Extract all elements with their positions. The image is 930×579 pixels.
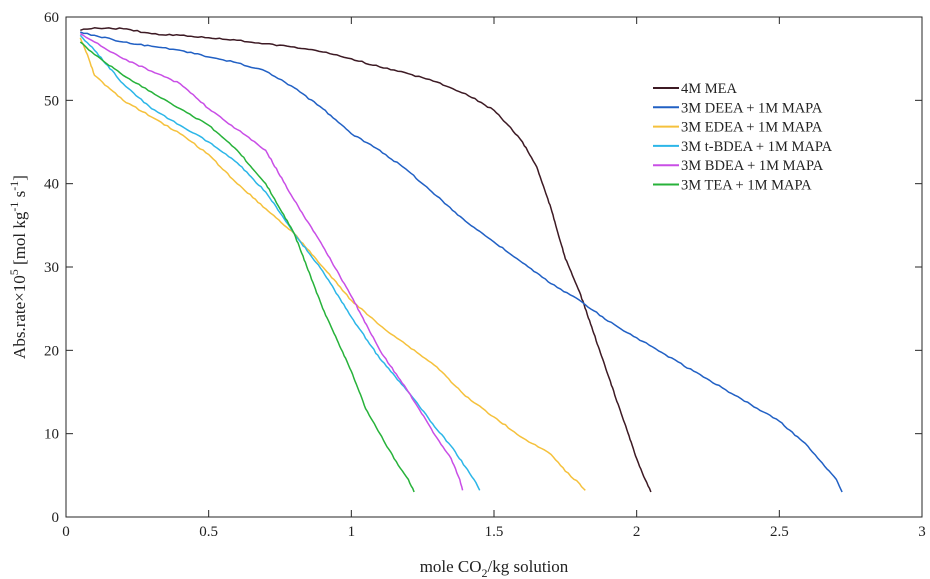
legend-label: 4M MEA <box>681 81 738 97</box>
x-axis-label: mole CO2/kg solution <box>420 557 569 579</box>
y-axis-label-exp-a: -1 <box>7 202 21 212</box>
series-line <box>79 37 586 491</box>
x-tick-label: 0.5 <box>199 524 218 540</box>
x-tick-label: 0 <box>62 524 70 540</box>
y-tick-label: 0 <box>52 510 60 526</box>
x-tick-label: 3 <box>918 524 926 540</box>
legend-label: 3M BDEA + 1M MAPA <box>681 158 824 174</box>
legend-label: 3M EDEA + 1M MAPA <box>681 120 823 136</box>
series-line <box>79 41 415 493</box>
series-line <box>80 31 843 493</box>
y-axis: 0 10 20 30 40 50 60 <box>44 10 922 526</box>
legend-label: 3M DEEA + 1M MAPA <box>681 100 823 116</box>
y-tick-label: 40 <box>44 177 59 193</box>
y-tick-label: 30 <box>44 260 59 276</box>
series-line <box>79 33 464 491</box>
y-axis-label-exp-b: -1 <box>7 181 21 191</box>
x-tick-label: 2.5 <box>770 524 789 540</box>
x-tick-label: 2 <box>633 524 641 540</box>
legend: 4M MEA 3M DEEA + 1M MAPA 3M EDEA + 1M MAPA… <box>653 81 833 194</box>
y-axis-label: Abs.rate×105 [mol kg-1 s-1] <box>7 175 29 359</box>
y-axis-label-d: s <box>10 191 29 202</box>
legend-label: 3M TEA + 1M MAPA <box>681 178 812 194</box>
y-tick-label: 60 <box>44 10 59 26</box>
x-axis-label-rest: /kg solution <box>488 557 569 576</box>
legend-label: 3M t-BDEA + 1M MAPA <box>681 139 833 155</box>
x-axis: 0 0.5 1 1.5 2 2.5 3 <box>62 17 926 540</box>
series-layer <box>79 27 843 493</box>
x-axis-label-main: mole CO <box>420 557 482 576</box>
series-line <box>80 27 652 493</box>
y-axis-label-exp5: 5 <box>7 269 21 275</box>
y-tick-label: 10 <box>44 427 59 443</box>
y-tick-label: 50 <box>44 93 59 109</box>
x-tick-label: 1 <box>348 524 356 540</box>
y-axis-label-e: ] <box>10 175 29 181</box>
y-tick-label: 20 <box>44 343 59 359</box>
y-axis-label-c: [mol kg <box>10 211 29 269</box>
y-axis-label-a: Abs.rate <box>10 302 29 359</box>
plot-background <box>66 17 922 517</box>
plot-frame <box>65 16 923 518</box>
x-tick-label: 1.5 <box>485 524 504 540</box>
series-line <box>79 34 481 491</box>
y-axis-label-b: ×10 <box>10 275 29 302</box>
x-axis-label-subscript: 2 <box>482 566 488 579</box>
